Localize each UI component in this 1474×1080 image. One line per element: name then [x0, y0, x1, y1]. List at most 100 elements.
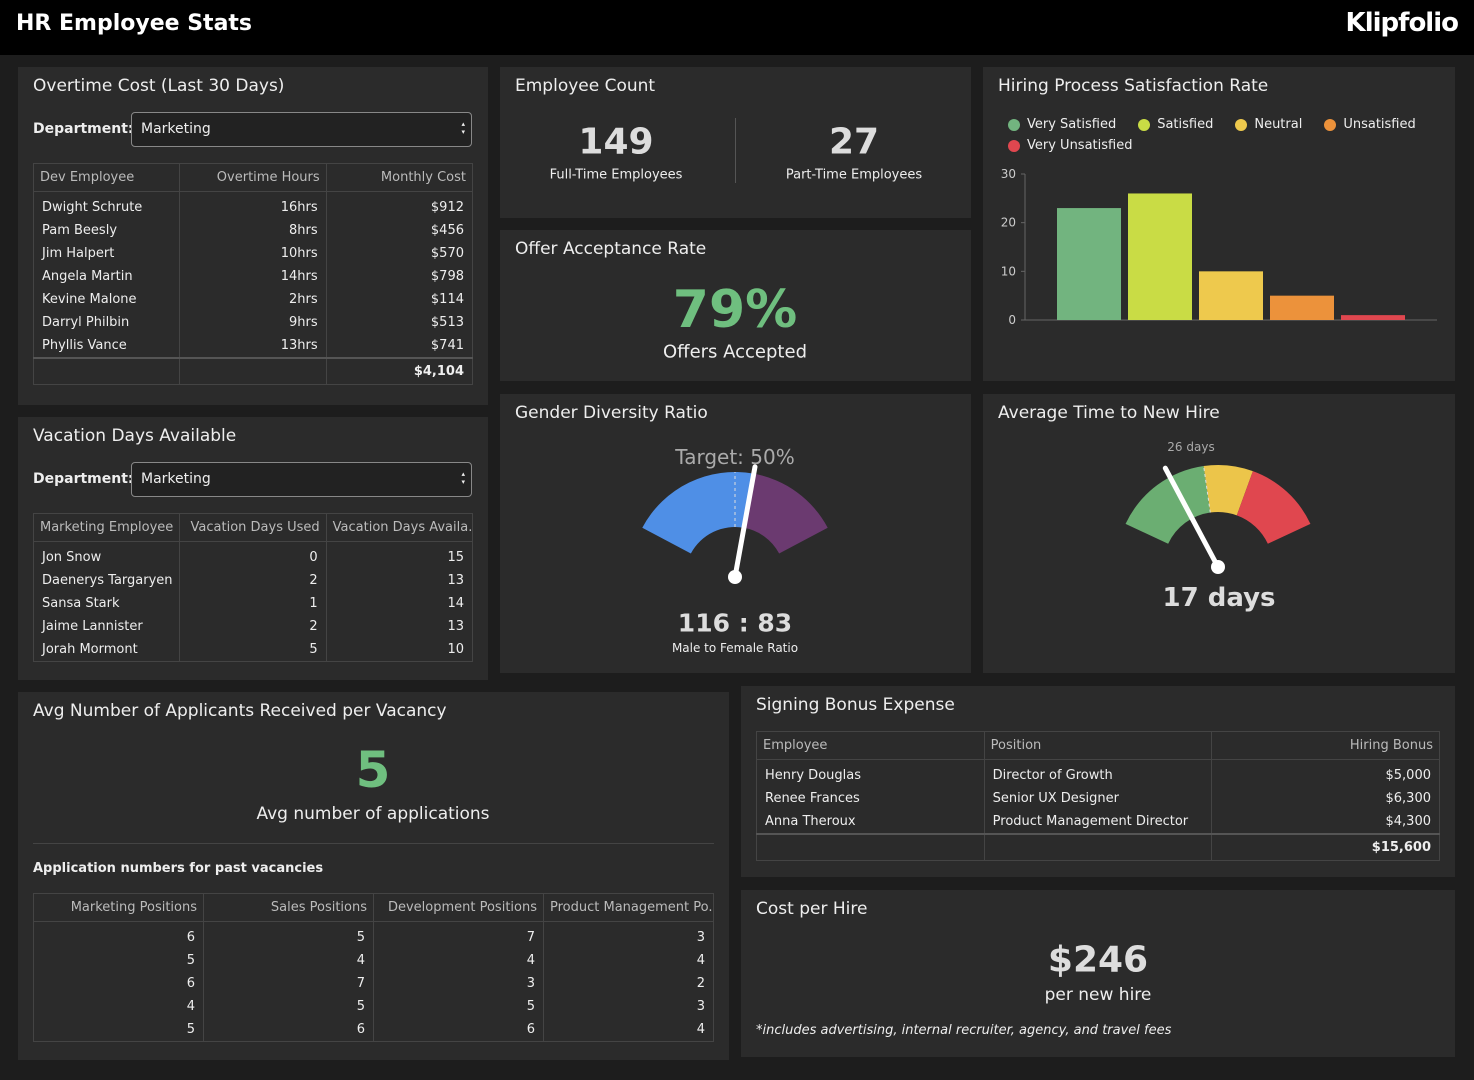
- total-row: $15,600: [756, 833, 1440, 861]
- table-cell: [983, 833, 1213, 861]
- applicants-value: 5: [355, 741, 391, 799]
- table-cell: 6: [203, 1018, 374, 1042]
- table-row: Jaime Lannister 2 13: [32, 615, 474, 638]
- gauge-pivot: [728, 570, 742, 584]
- legend-item: Unsatisfied: [1324, 117, 1416, 132]
- table-cell: $6,300: [1211, 787, 1440, 810]
- column-header: Marketing Positions: [33, 893, 204, 922]
- column-header: Vacation Days Availa...: [325, 513, 474, 542]
- table-cell: Kevine Malone: [32, 288, 181, 311]
- table-cell: Sansa Stark: [32, 592, 181, 615]
- table-row: Kevine Malone 2hrs $114: [32, 288, 474, 311]
- gender-caption: Male to Female Ratio: [671, 641, 799, 655]
- table-cell: $114: [325, 288, 474, 311]
- table-cell: Jaime Lannister: [32, 615, 181, 638]
- table-row: Jorah Mormont 5 10: [32, 638, 474, 662]
- table-cell: 5: [203, 921, 374, 949]
- gender-panel: Gender Diversity Ratio Target: 50% 116 :…: [500, 394, 971, 673]
- legend-swatch: [1324, 118, 1337, 131]
- table-cell: 7: [203, 972, 374, 995]
- table-cell: 5: [179, 638, 327, 662]
- table-cell: 4: [33, 995, 204, 1018]
- bar-chart: 0 10 20 30: [1001, 167, 1437, 327]
- column-header: Position: [983, 731, 1213, 760]
- stat-value: 27: [828, 121, 880, 163]
- table-row: Jim Halpert 10hrs $570: [32, 242, 474, 265]
- bar: [1341, 315, 1405, 320]
- table-cell: $5,000: [1211, 759, 1440, 787]
- table-row: Henry Douglas Director of Growth $5,000: [756, 759, 1440, 787]
- table-cell: Darryl Philbin: [32, 311, 181, 334]
- gauge-segment: [1203, 465, 1253, 516]
- column-header: Vacation Days Used: [179, 513, 327, 542]
- table-cell: Senior UX Designer: [983, 787, 1213, 810]
- table-cell: 5: [373, 995, 544, 1018]
- filter-label: Department:: [33, 471, 134, 487]
- applicants-panel: Avg Number of Applicants Received per Va…: [18, 692, 729, 1060]
- table-cell: Angela Martin: [32, 265, 181, 288]
- table-cell: 15: [325, 541, 474, 569]
- panel-title: Signing Bonus Expense: [756, 695, 955, 715]
- time-gauge: [1125, 465, 1311, 574]
- gauge-pivot: [1211, 560, 1225, 574]
- bar: [1128, 193, 1192, 320]
- gauge-segment: [743, 473, 828, 554]
- legend-item: Satisfied: [1138, 117, 1213, 132]
- logo[interactable]: Klipfolio: [1345, 8, 1459, 38]
- gauge-target: Target: 50%: [675, 445, 795, 469]
- gender-ratio: 116 : 83: [677, 608, 793, 638]
- offer-rate: 79%: [672, 280, 798, 340]
- table-cell: 10hrs: [179, 242, 327, 265]
- header-row: Dev Employee Overtime Hours Monthly Cost: [32, 163, 474, 192]
- table-cell: 4: [203, 949, 374, 972]
- column-header: Hiring Bonus: [1211, 731, 1440, 760]
- header: HR Employee Stats Klipfolio: [0, 0, 1474, 55]
- overtime-panel: Overtime Cost (Last 30 Days) Department:…: [18, 67, 488, 405]
- filter-label: Department:: [33, 121, 134, 137]
- department-select[interactable]: Marketing: [131, 112, 472, 147]
- legend-label: Satisfied: [1157, 117, 1214, 132]
- legend-item: Neutral: [1235, 117, 1302, 132]
- signing-panel: Signing Bonus Expense Employee Position Hi…: [741, 686, 1455, 877]
- table-cell: 4: [373, 949, 544, 972]
- legend-label: Unsatisfied: [1343, 117, 1416, 132]
- department-select[interactable]: Marketing: [131, 462, 472, 497]
- table-cell: 0: [179, 541, 327, 569]
- table-cell: $513: [325, 311, 474, 334]
- table-cell: Dwight Schrute: [32, 191, 181, 219]
- gauge-target-line: [1203, 465, 1211, 513]
- y-tick-label: 20: [1001, 216, 1016, 230]
- table-cell: Jim Halpert: [32, 242, 181, 265]
- table-cell: $798: [325, 265, 474, 288]
- vacation-panel: Vacation Days Available Department: Mark…: [18, 417, 488, 680]
- legend: Very Satisfied Satisfied Neutral Unsatisfie…: [1008, 117, 1438, 153]
- table-row: Angela Martin 14hrs $798: [32, 265, 474, 288]
- panel-title: Gender Diversity Ratio: [515, 403, 708, 423]
- table-cell: 3: [373, 972, 544, 995]
- table-cell: 6: [33, 921, 204, 949]
- offer-caption: Offers Accepted: [663, 341, 807, 363]
- divider: [735, 118, 736, 183]
- column-header: Product Management Po...: [543, 893, 714, 922]
- table-cell: [756, 833, 985, 861]
- table-cell: Renee Frances: [756, 787, 985, 810]
- table-cell: Director of Growth: [983, 759, 1213, 787]
- y-tick-label: 30: [1001, 167, 1016, 181]
- y-tick-label: 0: [1008, 313, 1016, 327]
- panel-title: Average Time to New Hire: [998, 403, 1220, 423]
- table-cell: 4: [543, 949, 714, 972]
- table-row: Jon Snow 0 15: [32, 541, 474, 569]
- table-row: Pam Beesly 8hrs $456: [32, 219, 474, 242]
- table-cell: 13hrs: [179, 334, 327, 358]
- page-title: HR Employee Stats: [16, 11, 253, 36]
- bar: [1057, 208, 1121, 320]
- data-table: Marketing Employee Vacation Days Used Vaca…: [32, 513, 474, 662]
- table-cell: 2: [543, 972, 714, 995]
- table-cell: 3: [543, 995, 714, 1018]
- table-row: Phyllis Vance 13hrs $741: [32, 334, 474, 358]
- gauge-segment: [642, 472, 754, 554]
